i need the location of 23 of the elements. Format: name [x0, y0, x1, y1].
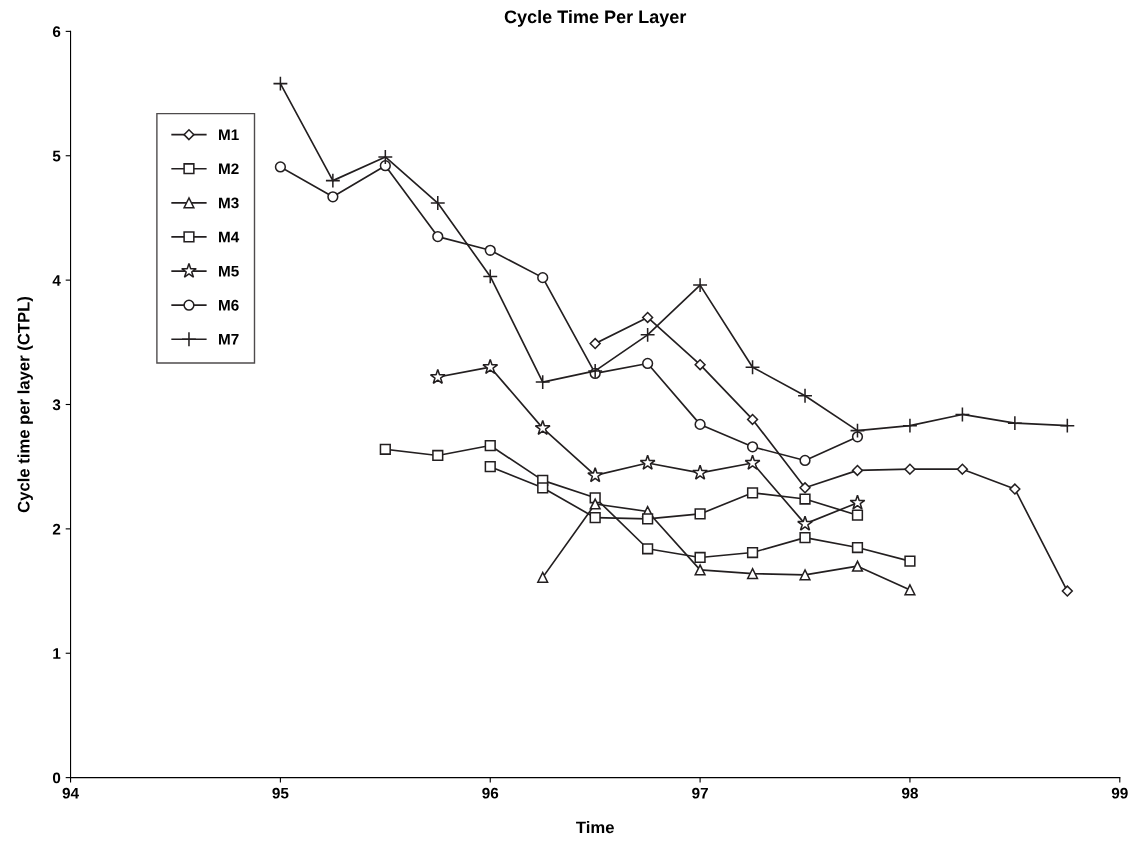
y-tick-label: 0 — [52, 772, 61, 784]
chart-title: Cycle Time Per Layer — [504, 9, 687, 27]
legend-label: M5 — [219, 265, 239, 277]
legend-label: M6 — [219, 299, 239, 311]
legend-label: M4 — [219, 231, 240, 243]
x-tick-label: 99 — [1111, 787, 1128, 799]
x-tick-label: 95 — [272, 787, 289, 799]
x-tick-label: 98 — [901, 787, 918, 799]
x-axis-title: Time — [576, 821, 614, 834]
x-tick-label: 96 — [482, 787, 499, 799]
y-tick-label: 4 — [52, 275, 61, 286]
y-tick-label: 5 — [52, 150, 61, 162]
legend-label: M3 — [219, 197, 239, 209]
y-tick-label: 3 — [52, 399, 61, 411]
x-tick-label: 97 — [692, 787, 708, 799]
x-tick-label: 94 — [62, 787, 79, 799]
legend-label: M7 — [219, 334, 239, 345]
y-tick-label: 1 — [53, 648, 61, 659]
y-tick-label: 6 — [52, 26, 61, 38]
legend-label: M2 — [219, 163, 239, 175]
y-tick-label: 2 — [52, 523, 61, 535]
y-axis-title: Cycle time per layer (CTPL) — [17, 296, 33, 513]
legend-label: M1 — [219, 129, 239, 140]
